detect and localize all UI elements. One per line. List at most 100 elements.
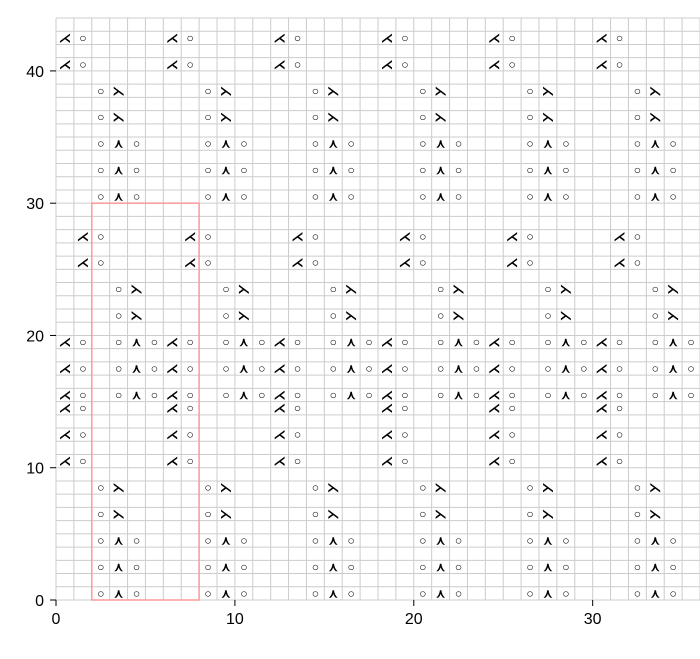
stitch-o: ○ [509,362,516,376]
stitch-l: ⋋ [220,84,232,98]
stitch-l: ⋋ [453,309,465,323]
stitch-k: ⋌ [166,388,178,402]
stitch-o: ○ [348,560,355,574]
stitch-a: ⋏ [113,560,123,574]
stitch-o: ○ [222,362,229,376]
stitch-o: ○ [526,507,533,521]
stitch-k: ⋌ [166,454,178,468]
stitch-o: ○ [634,507,641,521]
stitch-a: ⋏ [113,137,123,151]
stitch-o: ○ [348,586,355,600]
stitch-a: ⋏ [328,163,338,177]
stitch-o: ○ [419,586,426,600]
stitch-o: ○ [437,388,444,402]
stitch-o: ○ [240,560,247,574]
stitch-a: ⋏ [560,388,570,402]
stitch-a: ⋏ [543,163,553,177]
stitch-o: ○ [330,362,337,376]
stitch-a: ⋏ [113,163,123,177]
stitch-k: ⋌ [381,362,393,376]
stitch-o: ○ [294,401,301,415]
stitch-o: ○ [580,362,587,376]
stitch-o: ○ [115,388,122,402]
stitch-k: ⋌ [77,256,89,270]
stitch-o: ○ [312,84,319,98]
stitch-l: ⋋ [649,481,661,495]
stitch-l: ⋋ [542,110,554,124]
stitch-l: ⋋ [435,507,447,521]
stitch-k: ⋌ [596,362,608,376]
stitch-o: ○ [312,229,319,243]
stitch-o: ○ [526,163,533,177]
stitch-o: ○ [544,335,551,349]
stitch-a: ⋏ [221,586,231,600]
stitch-k: ⋌ [399,229,411,243]
stitch-o: ○ [204,586,211,600]
stitch-o: ○ [526,586,533,600]
stitch-o: ○ [509,57,516,71]
stitch-a: ⋏ [560,362,570,376]
stitch-o: ○ [652,362,659,376]
stitch-o: ○ [204,110,211,124]
stitch-a: ⋏ [328,560,338,574]
stitch-o: ○ [312,481,319,495]
knitting-chart: ○ ○ ⋏ ⋏ ○ ○ ○ ○ ⋏ ⋏ ○ ○ ○ ○ ⋏ ⋏ ○ ○ ○ ○ ⋋ ⋋ ○ ○ ⋋ ⋋ ⋌ ⋌ ○ ○ ⋌ ⋌ ○ ○ ⋌ ○ ⋌ ○ ○ ⋏… [10,10,690,649]
stitch-k: ⋌ [59,454,71,468]
stitch-o: ○ [652,335,659,349]
stitch-o: ○ [634,110,641,124]
stitch-a: ⋏ [221,190,231,204]
stitch-l: ⋋ [113,110,125,124]
stitch-k: ⋌ [166,31,178,45]
stitch-o: ○ [634,229,641,243]
stitch-a: ⋏ [543,137,553,151]
stitch-o: ○ [204,84,211,98]
stitch-o: ○ [348,137,355,151]
stitch-k: ⋌ [292,256,304,270]
stitch-o: ○ [473,335,480,349]
stitch-a: ⋏ [435,137,445,151]
x-tick-label: 30 [584,611,602,628]
stitch-o: ○ [312,190,319,204]
stitch-o: ○ [419,533,426,547]
stitch-o: ○ [419,560,426,574]
stitch-o: ○ [133,137,140,151]
stitch-o: ○ [437,309,444,323]
stitch-o: ○ [401,362,408,376]
stitch-k: ⋌ [596,454,608,468]
stitch-o: ○ [204,533,211,547]
stitch-o: ○ [330,388,337,402]
stitch-o: ○ [79,454,86,468]
stitch-o: ○ [204,507,211,521]
stitch-o: ○ [652,309,659,323]
stitch-o: ○ [634,533,641,547]
stitch-o: ○ [526,84,533,98]
stitch-o: ○ [204,163,211,177]
stitch-k: ⋌ [59,57,71,71]
stitch-o: ○ [526,137,533,151]
stitch-l: ⋋ [327,84,339,98]
stitch-a: ⋏ [328,190,338,204]
stitch-o: ○ [240,190,247,204]
stitch-o: ○ [240,137,247,151]
stitch-o: ○ [652,388,659,402]
stitch-a: ⋏ [221,163,231,177]
stitch-a: ⋏ [543,190,553,204]
stitch-o: ○ [526,190,533,204]
stitch-o: ○ [562,163,569,177]
stitch-l: ⋋ [435,110,447,124]
stitch-k: ⋌ [166,57,178,71]
stitch-o: ○ [222,335,229,349]
stitch-o: ○ [115,335,122,349]
stitch-k: ⋌ [59,388,71,402]
stitch-o: ○ [687,388,694,402]
stitch-o: ○ [97,163,104,177]
stitch-o: ○ [670,560,677,574]
stitch-k: ⋌ [166,335,178,349]
stitch-k: ⋌ [184,229,196,243]
stitch-o: ○ [616,335,623,349]
stitch-l: ⋋ [560,309,572,323]
x-tick-label: 10 [226,611,244,628]
stitch-o: ○ [312,507,319,521]
stitch-o: ○ [401,428,408,442]
stitch-o: ○ [133,533,140,547]
